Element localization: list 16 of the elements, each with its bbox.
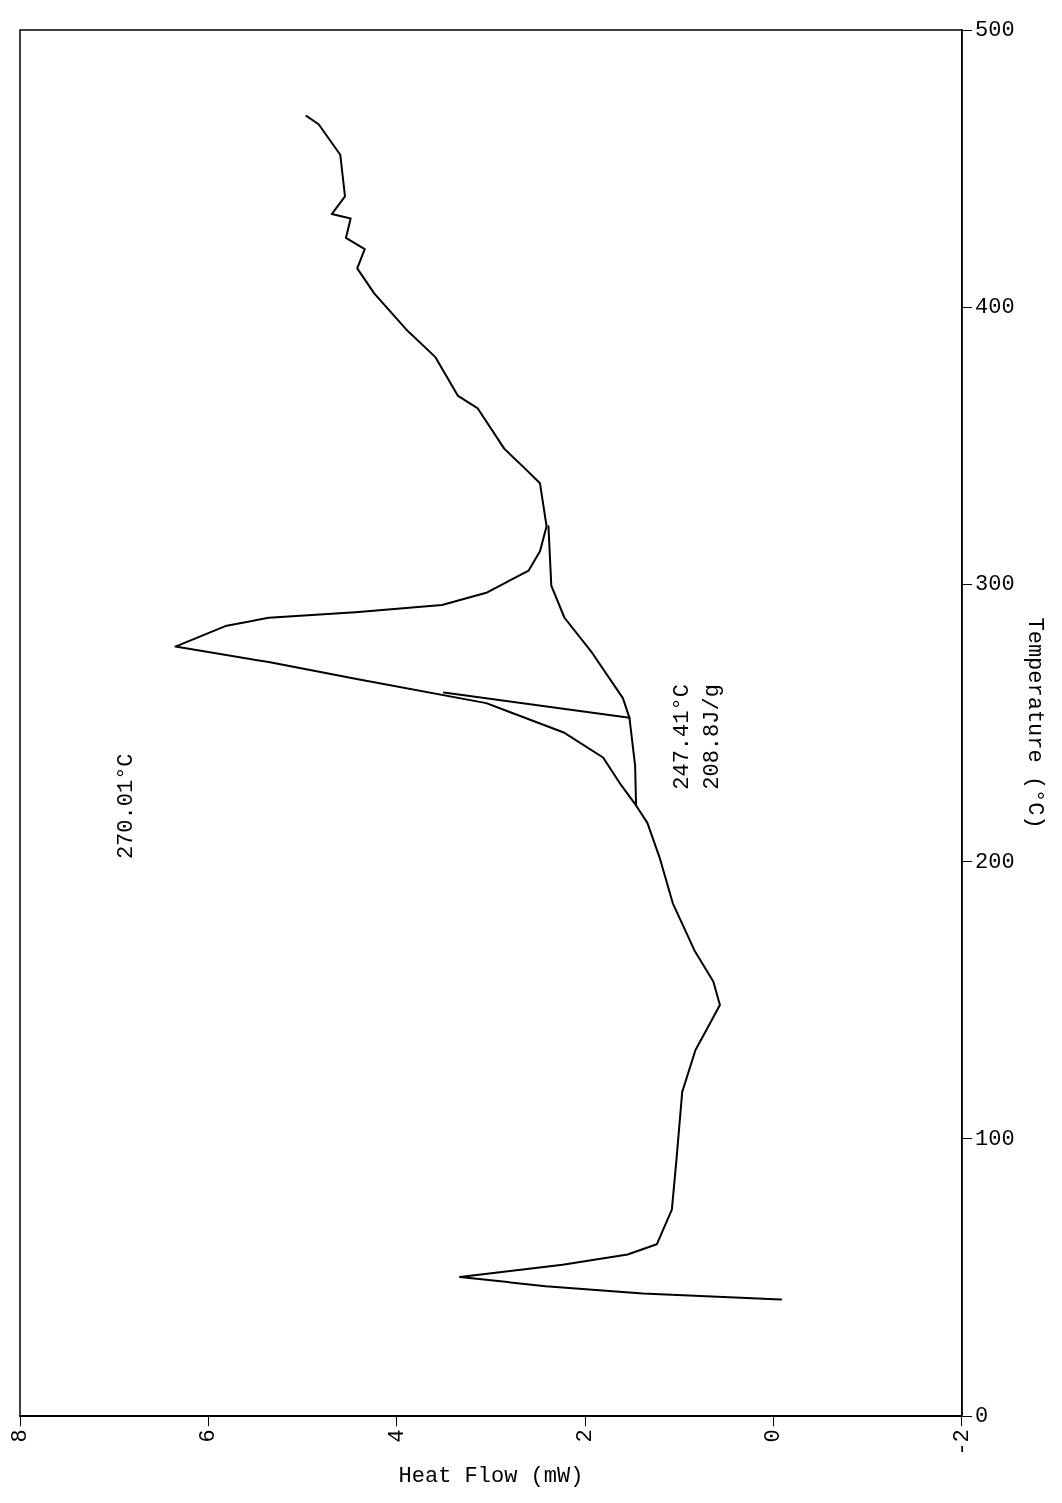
x-tick-label: 0 [761, 1429, 787, 1443]
y-tick-label: 200 [974, 849, 1015, 875]
x-tick-label: 8 [7, 1429, 33, 1443]
y-tick-label: 300 [974, 572, 1015, 598]
x-tick-label: 2 [573, 1429, 599, 1443]
x-axis-title: Heat Flow (mW) [398, 1463, 584, 1489]
x-tick-label: 4 [384, 1429, 410, 1443]
x-tick-label: -2 [949, 1429, 975, 1456]
annotation: 208.8J/g [700, 684, 726, 790]
y-tick-label: 500 [974, 17, 1015, 43]
y-tick-label: 100 [974, 1126, 1015, 1152]
annotation: 270.01°C [114, 753, 140, 860]
x-tick-label: 6 [196, 1429, 222, 1443]
annotation: 247.41°C [670, 684, 696, 790]
y-tick-label: 400 [974, 295, 1015, 321]
y-axis-title: Temperature (°C) [1021, 617, 1047, 829]
